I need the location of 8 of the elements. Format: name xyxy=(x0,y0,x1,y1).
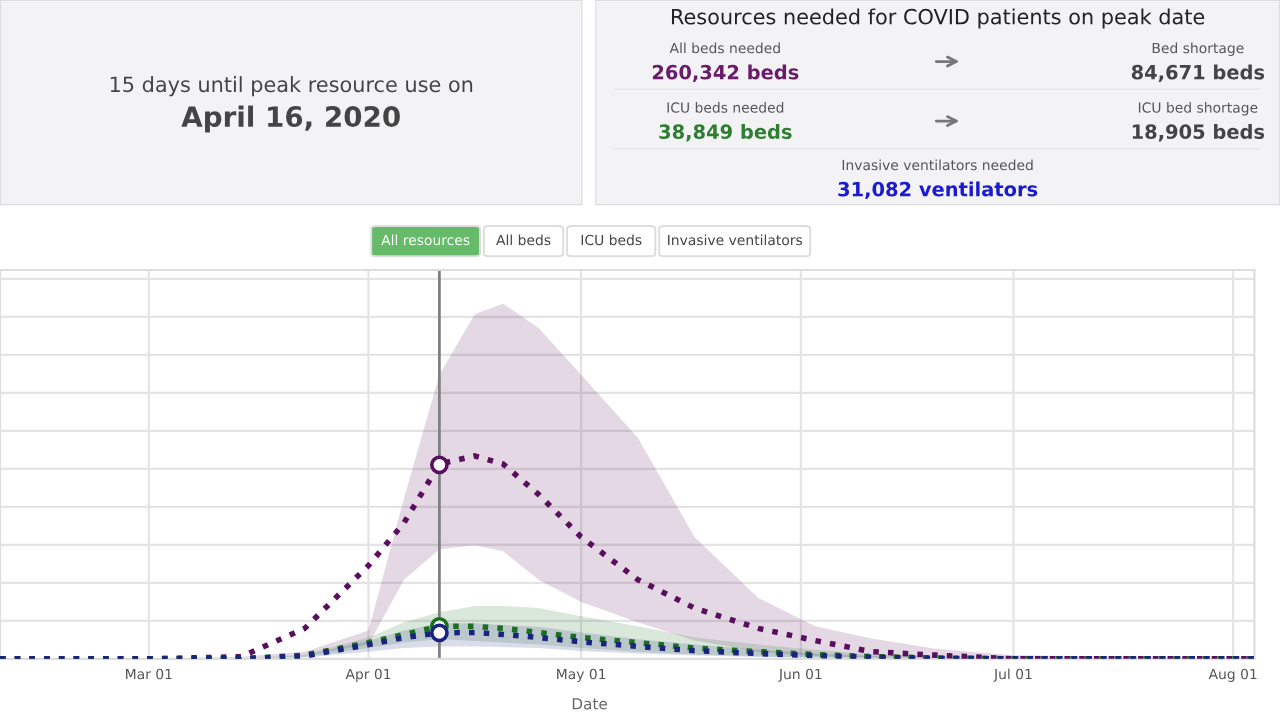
text: 31,082 ventilators xyxy=(838,181,1038,199)
text: Resources needed for COVID patients on peak date xyxy=(671,8,1205,29)
text: April 16, 2020 xyxy=(181,105,400,133)
text: 38,849 beds xyxy=(659,123,792,142)
text: 15 days until peak resource use on xyxy=(110,76,473,97)
text: 84,671 beds xyxy=(1131,64,1265,82)
text: 18,905 beds xyxy=(1132,123,1265,142)
text: 260,342 beds xyxy=(652,64,799,82)
